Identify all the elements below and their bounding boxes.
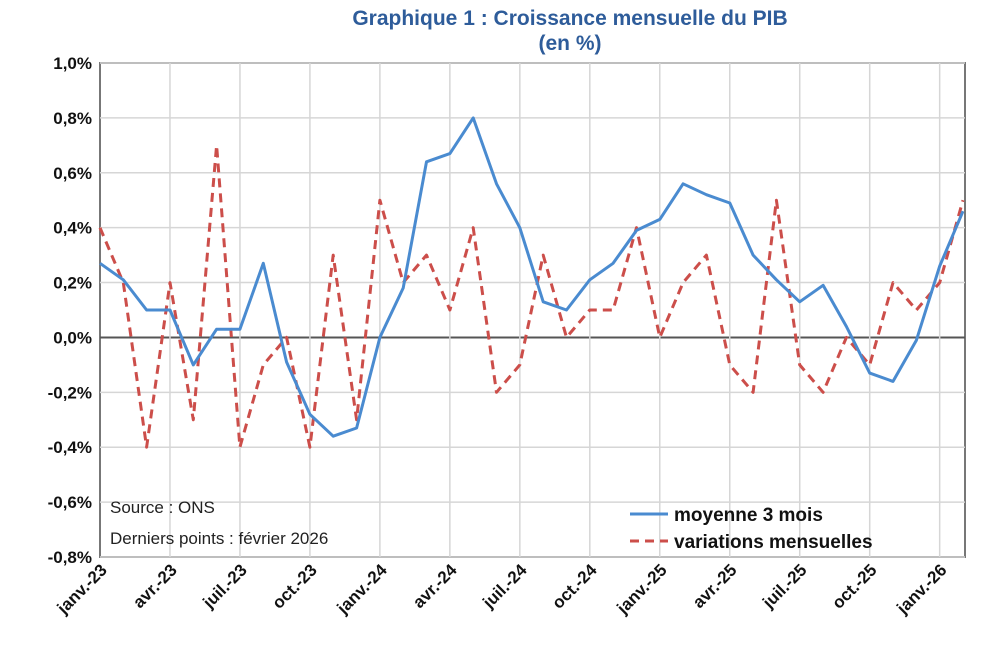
legend-label-variations: variations mensuelles <box>674 532 873 553</box>
x-tick-label: oct.-25 <box>828 560 880 612</box>
chart-subtitle: (en %) <box>538 32 602 55</box>
series-moyenne-3-mois <box>99 116 965 438</box>
x-tick-label: janv.-23 <box>53 560 111 618</box>
legend-label-moyenne: moyenne 3 mois <box>674 505 823 526</box>
x-tick-label: juil.-25 <box>758 560 810 612</box>
series-lines <box>98 116 965 449</box>
source-note: Source : ONS <box>110 498 215 517</box>
x-tick-label: oct.-23 <box>269 560 321 612</box>
grid <box>99 62 966 558</box>
x-tick-label: juil.-23 <box>199 560 251 612</box>
y-tick-label: 0,6% <box>53 164 92 183</box>
y-tick-label: 0,0% <box>53 328 92 347</box>
y-tick-label: 0,2% <box>53 274 92 293</box>
y-tick-label: 1,0% <box>53 54 92 73</box>
y-tick-label: -0,2% <box>48 383 92 402</box>
x-tick-label: avr.-25 <box>689 560 741 612</box>
last-points-note: Derniers points : février 2026 <box>110 529 328 548</box>
x-tick-label: oct.-24 <box>548 560 601 613</box>
x-tick-label: janv.-26 <box>892 560 950 618</box>
chart-title-main: Graphique 1 : Croissance mensuelle du PI… <box>352 7 788 30</box>
series-variations-mensuelles <box>98 143 965 449</box>
x-tick-label: juil.-24 <box>478 560 531 613</box>
x-tick-label: janv.-25 <box>613 560 671 618</box>
y-tick-label: -0,4% <box>48 438 92 457</box>
x-tick-label: avr.-23 <box>129 560 181 612</box>
legend: moyenne 3 mois variations mensuelles <box>630 505 873 553</box>
x-tick-label: janv.-24 <box>333 560 391 618</box>
y-tick-label: 0,4% <box>53 219 92 238</box>
y-axis-ticks: 1,0% 0,8% 0,6% 0,4% 0,2% 0,0% -0,2% -0,4% -0,6% -… <box>48 54 92 567</box>
y-tick-label: -0,6% <box>48 493 92 512</box>
chart-title: Graphique 1 : Croissance mensuelle du PI… <box>200 6 940 56</box>
x-axis-ticks: janv.-23 avr.-23 juil.-23 oct.-23 janv.-24 av… <box>53 560 951 618</box>
x-tick-label: avr.-24 <box>409 560 461 612</box>
y-tick-label: -0,8% <box>48 548 92 567</box>
y-tick-label: 0,8% <box>53 109 92 128</box>
